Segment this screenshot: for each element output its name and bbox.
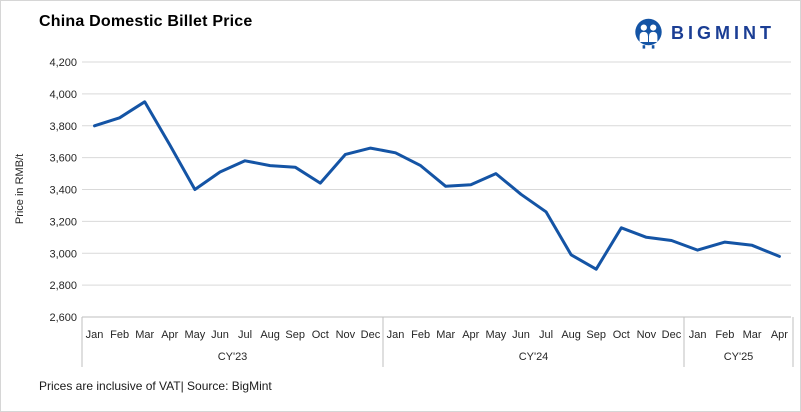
month-label: Mar <box>135 329 154 341</box>
month-label: Aug <box>561 329 581 341</box>
month-label: Apr <box>161 329 178 341</box>
month-label: Jan <box>689 329 707 341</box>
month-label: Oct <box>312 329 329 341</box>
month-label: Jan <box>86 329 104 341</box>
year-label: CY'24 <box>519 351 549 363</box>
y-tick-label: 3,200 <box>49 216 77 228</box>
month-label: Jun <box>211 329 229 341</box>
month-label: Jul <box>539 329 553 341</box>
month-label: Feb <box>715 329 734 341</box>
y-tick-label: 3,400 <box>49 185 77 197</box>
month-label: Nov <box>637 329 657 341</box>
month-label: Feb <box>110 329 129 341</box>
y-tick-label: 3,000 <box>49 248 77 260</box>
bigmint-logo-text: BIGMINT <box>671 23 775 43</box>
y-tick-label: 2,600 <box>49 312 77 324</box>
year-label: CY'25 <box>724 351 754 363</box>
month-label: Apr <box>771 329 788 341</box>
y-tick-label: 4,200 <box>49 57 77 69</box>
month-label: Mar <box>436 329 455 341</box>
page-title: China Domestic Billet Price <box>39 13 253 30</box>
month-label: Sep <box>586 329 606 341</box>
y-tick-label: 3,600 <box>49 153 77 165</box>
year-label: CY'23 <box>218 351 248 363</box>
month-label: May <box>184 329 205 341</box>
month-label: Dec <box>361 329 381 341</box>
y-tick-label: 2,800 <box>49 280 77 292</box>
month-label: Jan <box>387 329 405 341</box>
month-label: Aug <box>260 329 280 341</box>
y-tick-label: 3,800 <box>49 121 77 133</box>
price-series-line <box>93 100 781 271</box>
y-tick-label: 4,000 <box>49 89 77 101</box>
month-label: Dec <box>662 329 682 341</box>
bigmint-logo: BIGMINT <box>633 18 775 49</box>
month-label: Jun <box>512 329 530 341</box>
bigmint-logo-icon <box>635 18 662 49</box>
month-label: May <box>485 329 506 341</box>
month-label: Nov <box>336 329 356 341</box>
month-label: Feb <box>411 329 430 341</box>
month-label: Jul <box>238 329 252 341</box>
month-label: Sep <box>285 329 305 341</box>
month-label: Apr <box>462 329 479 341</box>
month-label: Mar <box>743 329 762 341</box>
y-axis-title: Price in RMB/t <box>14 154 26 224</box>
month-label: Oct <box>613 329 630 341</box>
source-note: Prices are inclusive of VAT| Source: Big… <box>39 379 272 393</box>
